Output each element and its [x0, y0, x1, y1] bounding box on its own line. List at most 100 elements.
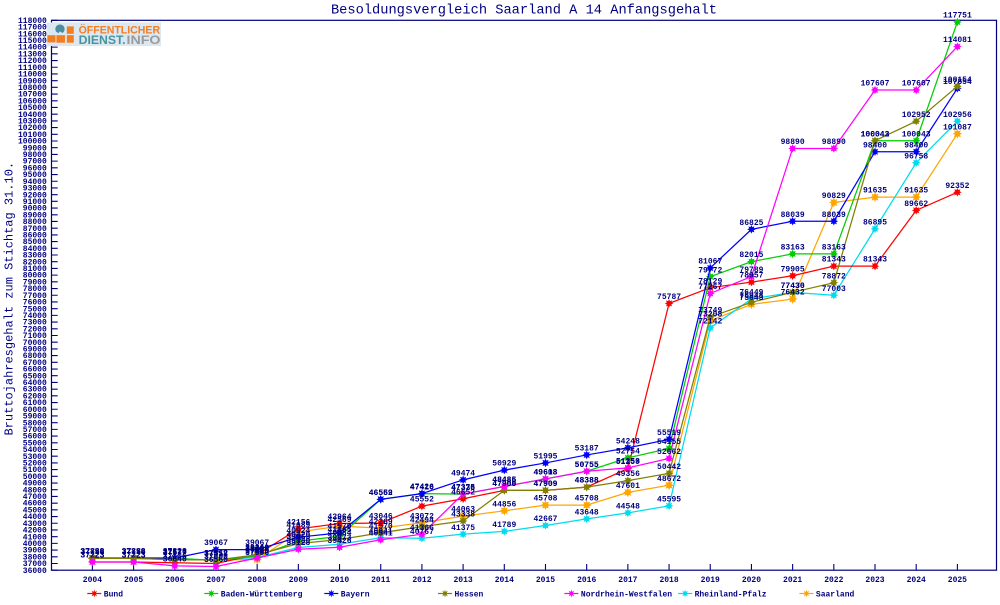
- svg-text:37820: 37820: [245, 548, 269, 557]
- svg-text:117000: 117000: [18, 24, 47, 33]
- svg-text:40000: 40000: [23, 540, 47, 549]
- svg-text:39963: 39963: [286, 533, 310, 542]
- svg-text:40584: 40584: [328, 529, 352, 538]
- svg-text:37000: 37000: [23, 560, 47, 569]
- svg-text:2008: 2008: [248, 576, 267, 585]
- svg-text:96758: 96758: [904, 152, 928, 161]
- svg-text:39426: 39426: [328, 537, 352, 546]
- svg-text:45595: 45595: [657, 495, 681, 504]
- svg-text:100042: 100042: [861, 130, 890, 139]
- svg-text:43046: 43046: [369, 513, 393, 522]
- svg-text:48000: 48000: [23, 486, 47, 495]
- svg-text:2007: 2007: [206, 576, 225, 585]
- svg-text:37758: 37758: [80, 548, 104, 557]
- svg-text:ÖFFENTLICHER: ÖFFENTLICHER: [79, 24, 161, 37]
- svg-text:37776: 37776: [80, 548, 104, 557]
- svg-text:75000: 75000: [23, 305, 47, 314]
- svg-text:54155: 54155: [657, 438, 681, 447]
- svg-text:41065: 41065: [328, 526, 352, 535]
- svg-text:42569: 42569: [328, 516, 352, 525]
- svg-text:37512: 37512: [204, 550, 228, 559]
- svg-text:86895: 86895: [863, 218, 887, 227]
- svg-text:82015: 82015: [739, 251, 763, 260]
- svg-text:90000: 90000: [23, 205, 47, 214]
- svg-text:78957: 78957: [739, 272, 763, 281]
- svg-text:108154: 108154: [943, 76, 972, 85]
- svg-text:Bund: Bund: [104, 591, 123, 600]
- svg-text:2020: 2020: [742, 576, 761, 585]
- svg-text:75948: 75948: [739, 292, 763, 301]
- svg-text:38000: 38000: [23, 553, 47, 562]
- svg-text:107854: 107854: [943, 78, 972, 87]
- svg-text:81343: 81343: [863, 256, 887, 265]
- svg-text:37758: 37758: [80, 548, 104, 557]
- svg-text:97000: 97000: [23, 158, 47, 167]
- svg-text:114000: 114000: [18, 44, 47, 53]
- svg-text:76432: 76432: [781, 289, 805, 298]
- svg-text:45708: 45708: [575, 495, 599, 504]
- svg-text:75787: 75787: [657, 293, 681, 302]
- svg-text:2015: 2015: [536, 576, 555, 585]
- svg-text:53000: 53000: [23, 453, 47, 462]
- svg-text:100043: 100043: [861, 130, 890, 139]
- svg-text:112000: 112000: [18, 57, 47, 66]
- svg-text:83163: 83163: [781, 244, 805, 253]
- svg-text:57000: 57000: [23, 426, 47, 435]
- svg-text:2022: 2022: [824, 576, 843, 585]
- svg-text:Rheinland-Pfalz: Rheinland-Pfalz: [695, 591, 767, 600]
- svg-text:37758: 37758: [122, 548, 146, 557]
- svg-text:2024: 2024: [907, 576, 926, 585]
- svg-text:68000: 68000: [23, 352, 47, 361]
- svg-text:36000: 36000: [23, 567, 47, 576]
- svg-text:42667: 42667: [533, 515, 557, 524]
- svg-text:62000: 62000: [23, 392, 47, 401]
- svg-text:88000: 88000: [23, 218, 47, 227]
- svg-text:36640: 36640: [163, 556, 187, 565]
- svg-text:83163: 83163: [822, 244, 846, 253]
- svg-text:Bayern: Bayern: [341, 591, 370, 600]
- svg-text:39000: 39000: [23, 547, 47, 556]
- svg-text:DIENST.: DIENST.: [79, 35, 126, 47]
- svg-text:82000: 82000: [23, 258, 47, 267]
- svg-text:47909: 47909: [533, 480, 557, 489]
- svg-text:2025: 2025: [948, 576, 967, 585]
- svg-text:110000: 110000: [18, 71, 47, 80]
- svg-text:56000: 56000: [23, 433, 47, 442]
- svg-text:41570: 41570: [369, 522, 393, 531]
- svg-text:102952: 102952: [902, 111, 931, 120]
- svg-text:73749: 73749: [698, 307, 722, 316]
- svg-text:79789: 79789: [739, 266, 763, 275]
- svg-text:76449: 76449: [739, 289, 763, 298]
- svg-text:51159: 51159: [616, 458, 640, 467]
- svg-text:99000: 99000: [23, 144, 47, 153]
- svg-text:78000: 78000: [23, 285, 47, 294]
- svg-text:46569: 46569: [369, 489, 393, 498]
- svg-text:40541: 40541: [369, 529, 393, 538]
- svg-text:67000: 67000: [23, 359, 47, 368]
- svg-text:77003: 77003: [822, 285, 846, 294]
- svg-text:41789: 41789: [492, 521, 516, 530]
- svg-text:37577: 37577: [163, 549, 187, 558]
- svg-text:100043: 100043: [902, 130, 931, 139]
- svg-text:87000: 87000: [23, 225, 47, 234]
- svg-text:50442: 50442: [657, 463, 681, 472]
- svg-text:45000: 45000: [23, 506, 47, 515]
- svg-text:106000: 106000: [18, 97, 47, 106]
- svg-text:65000: 65000: [23, 372, 47, 381]
- svg-text:41366: 41366: [410, 524, 434, 533]
- svg-text:95000: 95000: [23, 171, 47, 180]
- svg-text:80000: 80000: [23, 272, 47, 281]
- svg-text:40841: 40841: [369, 527, 393, 536]
- svg-text:2004: 2004: [83, 576, 102, 585]
- svg-text:41375: 41375: [451, 524, 475, 533]
- svg-text:79000: 79000: [23, 278, 47, 287]
- svg-text:76000: 76000: [23, 299, 47, 308]
- svg-text:107607: 107607: [902, 80, 931, 89]
- svg-text:46652: 46652: [451, 488, 475, 497]
- svg-text:86825: 86825: [739, 219, 763, 228]
- svg-text:37512: 37512: [204, 550, 228, 559]
- svg-text:51995: 51995: [533, 453, 557, 462]
- svg-text:37828: 37828: [122, 548, 146, 557]
- svg-text:42494: 42494: [410, 516, 434, 525]
- svg-text:38340: 38340: [245, 544, 269, 553]
